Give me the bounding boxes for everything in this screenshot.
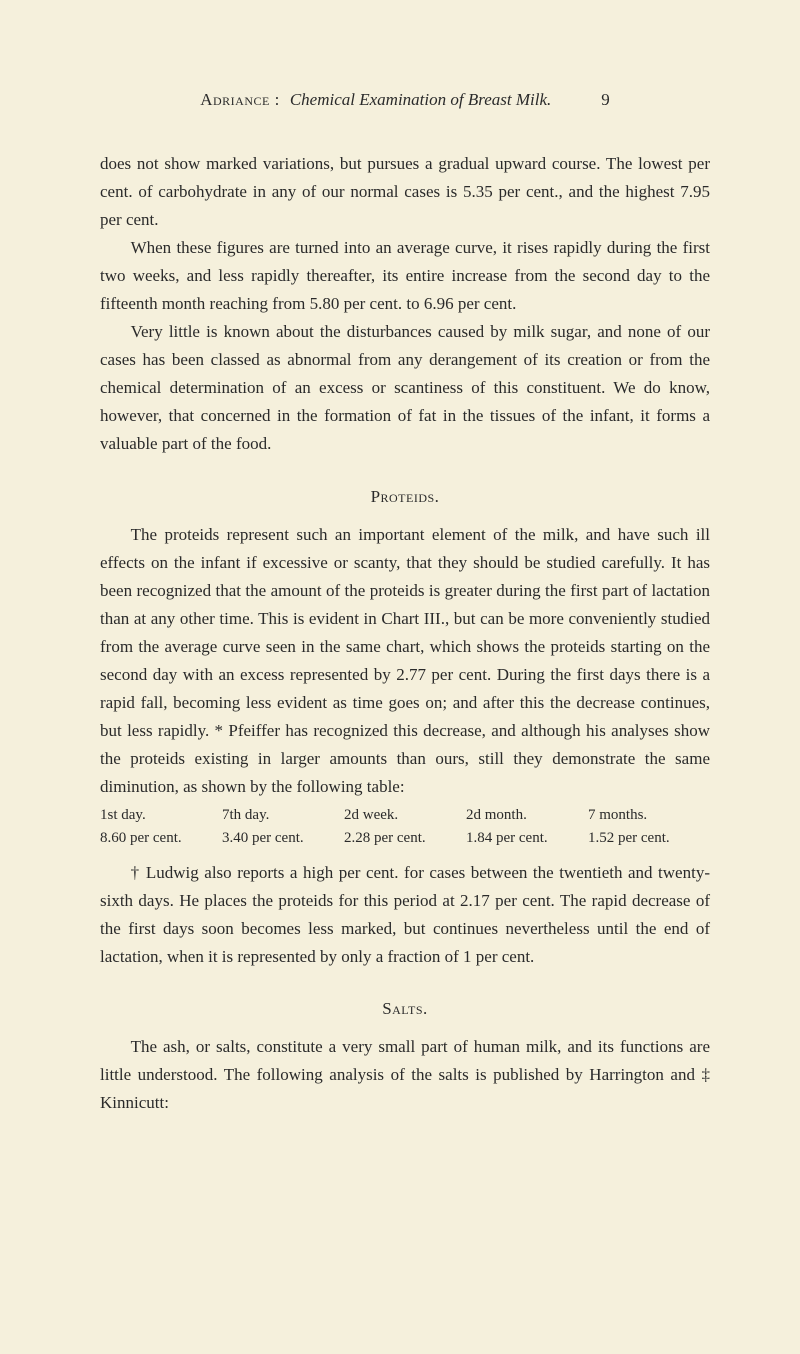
page-container: Adriance : Chemical Examination of Breas… [0, 0, 800, 1354]
proteids-paragraph-1: The proteids represent such an important… [100, 521, 710, 801]
salts-paragraph-1: The ash, or salts, constitute a very sma… [100, 1033, 710, 1117]
proteids-table-value-row: 8.60 per cent. 3.40 per cent. 2.28 per c… [100, 830, 710, 847]
header-page-number: 9 [601, 90, 610, 110]
paragraph-2: When these figures are turned into an av… [100, 234, 710, 318]
table-header-cell: 1st day. [100, 807, 222, 824]
table-header-cell: 2d week. [344, 807, 466, 824]
paragraph-1: does not show marked variations, but pur… [100, 150, 710, 234]
table-value-cell: 1.52 per cent. [588, 830, 710, 847]
section-heading-proteids: Proteids. [100, 487, 710, 507]
running-header: Adriance : Chemical Examination of Breas… [100, 90, 710, 110]
table-value-cell: 8.60 per cent. [100, 830, 222, 847]
paragraph-3: Very little is known about the disturban… [100, 318, 710, 458]
table-header-cell: 7th day. [222, 807, 344, 824]
table-value-cell: 2.28 per cent. [344, 830, 466, 847]
proteids-table-header-row: 1st day. 7th day. 2d week. 2d month. 7 m… [100, 807, 710, 824]
table-value-cell: 1.84 per cent. [466, 830, 588, 847]
header-title: Chemical Examination of Breast Milk. [290, 90, 551, 110]
table-header-cell: 2d month. [466, 807, 588, 824]
proteids-paragraph-2: † Ludwig also reports a high per cent. f… [100, 859, 710, 971]
section-heading-salts: Salts. [100, 999, 710, 1019]
table-header-cell: 7 months. [588, 807, 710, 824]
header-author: Adriance : [200, 90, 280, 110]
table-value-cell: 3.40 per cent. [222, 830, 344, 847]
